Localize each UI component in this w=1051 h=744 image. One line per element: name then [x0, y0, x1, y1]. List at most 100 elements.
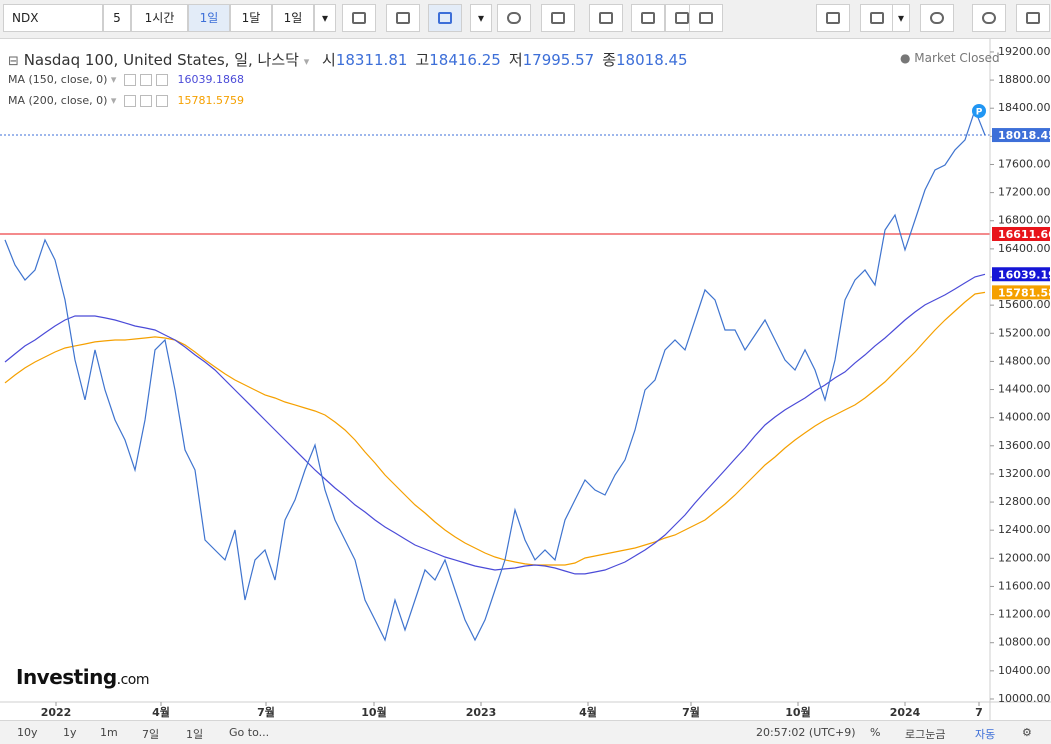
dropdown[interactable]: ▾ [314, 4, 336, 32]
range-button[interactable]: 1일 [186, 728, 204, 741]
y-tick-label: 10800.00 [998, 636, 1051, 649]
price-tag-label: 16039.19 [998, 268, 1051, 281]
y-tick-label: 10400.00 [998, 664, 1051, 677]
x-tick-label: 7 [975, 706, 983, 719]
x-tick-label: 10월 [361, 705, 386, 719]
plot-area [0, 108, 990, 642]
y-tick-label: 18800.00 [998, 73, 1051, 86]
candle-icon[interactable] [342, 4, 376, 32]
ohlc-label: 저 [508, 51, 523, 69]
range-button[interactable]: 10y [17, 726, 38, 739]
interval-button[interactable]: 1일 [272, 4, 314, 32]
legend-icon[interactable] [155, 95, 168, 107]
cloud-upload-icon[interactable] [972, 4, 1006, 32]
market-status-text: Market Closed [914, 51, 1000, 65]
y-tick-label: 11200.00 [998, 608, 1051, 621]
series-line [4, 108, 986, 642]
legend-label: MA (200, close, 0) [8, 94, 108, 107]
dropdown[interactable]: ▾ [470, 4, 492, 32]
x-tick-label: 7월 [682, 705, 700, 719]
legend-value: 15781.5759 [177, 94, 244, 107]
y-tick-label: 10000.00 [998, 692, 1051, 705]
ohlc-label: 고 [415, 51, 430, 69]
legend-item: MA (200, close, 0) ▾ 15781.5759 [8, 94, 244, 107]
template-icon[interactable] [860, 4, 894, 32]
range-button[interactable]: 7일 [142, 728, 160, 741]
y-tick-label: 12800.00 [998, 495, 1051, 508]
ohlc-value: 18018.45 [616, 51, 688, 69]
legend-icon[interactable] [139, 74, 152, 86]
price-tag [992, 267, 1050, 282]
ohlc-value: 17995.57 [522, 51, 595, 69]
y-tick-label: 12400.00 [998, 523, 1051, 536]
toolbar: NDX 5 1시간 1일 1달 1일 ▾ ▾ ▾ [0, 0, 1051, 39]
chart-header: ⊟ Nasdaq 100, United States, 일, 나스닥 ▾ 시1… [8, 49, 696, 70]
y-tick-label: 15200.00 [998, 326, 1051, 339]
price-tag [992, 285, 1050, 300]
camera-icon[interactable] [816, 4, 850, 32]
fullscreen-icon[interactable] [1016, 4, 1050, 32]
range-button[interactable]: 1y [63, 726, 77, 739]
ohlc: 시18311.81 고18416.25 저17995.57 종18018.45 [322, 51, 696, 69]
settings-button[interactable]: ⚙ [1022, 726, 1032, 739]
y-tick-label: 13600.00 [998, 439, 1051, 452]
compare-icon[interactable] [589, 4, 623, 32]
clock: 20:57:02 (UTC+9) [756, 726, 856, 739]
x-tick-label: 2023 [466, 706, 497, 719]
legend-icon[interactable] [123, 74, 136, 86]
marker-p [972, 104, 986, 118]
x-tick-label: 10월 [785, 705, 810, 719]
interval-button[interactable]: 1일 [188, 4, 230, 32]
title-dropdown[interactable]: ▾ [303, 55, 310, 68]
area-icon[interactable] [386, 4, 420, 32]
indicators-icon[interactable] [541, 4, 575, 32]
series-line [4, 291, 986, 566]
market-status: ● Market Closed [900, 51, 1000, 65]
legend-item: MA (150, close, 0) ▾ 16039.1868 [8, 73, 244, 86]
price-tag [992, 226, 1050, 241]
legend-label: MA (150, close, 0) [8, 73, 108, 86]
cloud-download-icon[interactable] [920, 4, 954, 32]
y-tick-label: 19200.00 [998, 45, 1051, 58]
y-axis-panel [990, 38, 1051, 720]
undo-icon[interactable] [631, 4, 665, 32]
x-tick-label: 4월 [152, 705, 170, 719]
interval-button[interactable]: 1시간 [131, 4, 188, 32]
interval-button[interactable]: 1달 [230, 4, 272, 32]
y-tick-label: 11600.00 [998, 579, 1051, 592]
range-button[interactable]: 1m [100, 726, 118, 739]
price-tag-label: 16611.66 [998, 228, 1051, 241]
x-tick-label: 2024 [890, 706, 921, 719]
legend-icon[interactable] [123, 95, 136, 107]
collapse-icon[interactable]: ⊟ [8, 54, 19, 69]
symbol-input[interactable]: NDX [3, 4, 103, 32]
legend-icon[interactable] [155, 74, 168, 86]
dropdown[interactable]: ▾ [892, 4, 910, 32]
log-button[interactable]: 로그눈금 [905, 728, 946, 741]
y-tick-label: 16400.00 [998, 242, 1051, 255]
y-tick-label: 17200.00 [998, 186, 1051, 199]
goto-button[interactable]: Go to... [229, 726, 270, 739]
alert-icon[interactable] [689, 4, 723, 32]
line-icon[interactable] [428, 4, 462, 32]
brand-name: Investing [16, 665, 117, 689]
y-tick-label: 14000.00 [998, 411, 1051, 424]
settings-icon[interactable] [497, 4, 531, 32]
y-tick-label: 17600.00 [998, 157, 1051, 170]
y-tick-label: 15600.00 [998, 298, 1051, 311]
bottom-bar: 10y 1y 1m 7일 1일 Go to... 20:57:02 (UTC+9… [0, 720, 1051, 744]
brand-suffix: .com [116, 672, 150, 688]
percent-button[interactable]: % [870, 726, 881, 739]
interval-input[interactable]: 5 [103, 4, 131, 32]
y-tick-label: 16800.00 [998, 214, 1051, 227]
x-tick-label: 4월 [579, 705, 597, 719]
ohlc-value: 18311.81 [335, 51, 408, 69]
chart-title: Nasdaq 100, United States, 일, 나스닥 [23, 51, 299, 69]
price-tag-label: 15781.58 [998, 286, 1051, 299]
marker-p-text: P [976, 108, 983, 118]
legend-icon[interactable] [139, 95, 152, 107]
auto-button[interactable]: 자동 [975, 728, 996, 741]
x-tick-label: 2022 [41, 706, 72, 719]
y-tick-label: 12000.00 [998, 551, 1051, 564]
